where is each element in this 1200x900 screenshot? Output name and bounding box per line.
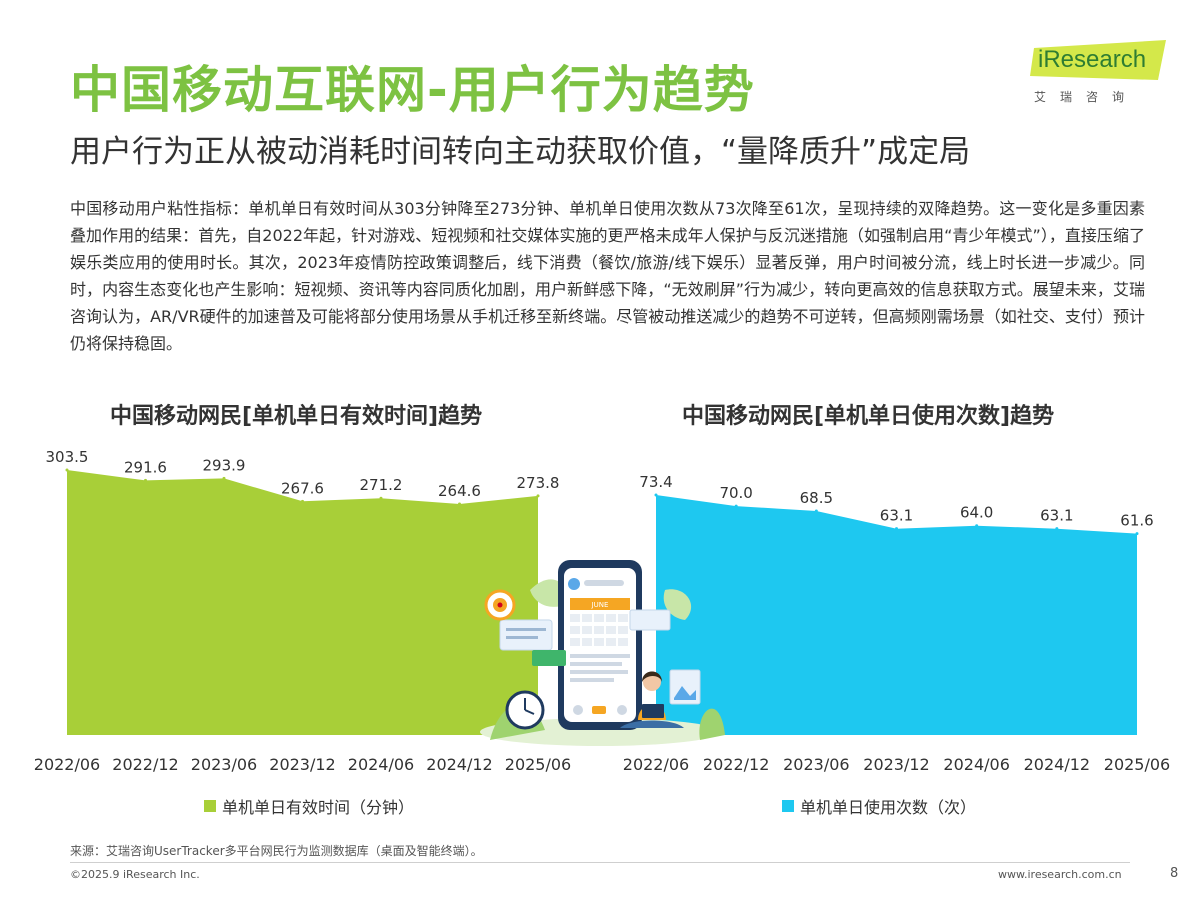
iresearch-logo: iResearch 艾瑞咨询 <box>1030 40 1170 110</box>
left-chart-legend: 单机单日有效时间（分钟） <box>204 794 414 818</box>
logo-banner-shape <box>1030 40 1166 80</box>
right-x-tick-label: 2023/06 <box>783 755 849 774</box>
right-data-label: 68.5 <box>800 489 833 507</box>
left-data-label: 273.8 <box>517 474 560 492</box>
left-data-label: 264.6 <box>438 482 481 500</box>
right-data-label: 61.6 <box>1120 512 1153 530</box>
left-data-point <box>301 499 304 503</box>
right-data-point <box>814 509 818 513</box>
left-chart-title: 中国移动网民[单机单日有效时间]趋势 <box>110 404 483 429</box>
right-chart-title: 中国移动网民[单机单日使用次数]趋势 <box>682 404 1055 429</box>
left-data-label: 267.6 <box>281 479 324 497</box>
page-subtitle: 用户行为正从被动消耗时间转向主动获取价值，“量降质升”成定局 <box>70 134 971 170</box>
legend-swatch-right <box>782 800 794 812</box>
left-data-point <box>144 478 147 482</box>
right-data-point <box>1055 527 1059 531</box>
right-x-tick-label: 2024/12 <box>1024 755 1090 774</box>
logo-subtext: 艾瑞咨询 <box>1034 90 1139 104</box>
legend-label-left: 单机单日有效时间（分钟） <box>222 798 415 817</box>
left-x-tick-label: 2025/06 <box>505 755 571 774</box>
footer-divider <box>70 862 1130 863</box>
right-data-label: 63.1 <box>880 507 913 525</box>
left-x-tick-label: 2023/12 <box>269 755 335 774</box>
left-x-tick-label: 2022/06 <box>34 755 100 774</box>
right-data-label: 70.0 <box>719 484 752 502</box>
left-data-point <box>379 496 383 500</box>
right-x-tick-label: 2022/06 <box>623 755 689 774</box>
left-x-tick-label: 2023/06 <box>191 755 257 774</box>
right-data-label: 73.4 <box>639 473 672 491</box>
right-data-point <box>975 524 979 528</box>
right-chart-legend: 单机单日使用次数（次） <box>782 794 976 818</box>
right-data-point <box>734 504 738 508</box>
right-area-series <box>656 495 1137 735</box>
left-data-point <box>536 494 540 498</box>
right-x-tick-label: 2024/06 <box>943 755 1009 774</box>
right-x-tick-label: 2023/12 <box>863 755 929 774</box>
summary-paragraph: 中国移动用户粘性指标：单机单日有效时间从303分钟降至273分钟、单机单日使用次… <box>70 199 1145 353</box>
left-data-point <box>458 502 461 506</box>
right-data-label: 64.0 <box>960 504 993 522</box>
calendar-month-label: JUNE <box>591 601 609 609</box>
right-x-tick-label: 2025/06 <box>1104 755 1170 774</box>
right-data-point <box>895 527 898 531</box>
left-data-point <box>222 476 226 480</box>
legend-label-right: 单机单日使用次数（次） <box>800 798 977 817</box>
left-x-tick-label: 2024/06 <box>348 755 414 774</box>
logo-text: iResearch <box>1038 46 1147 73</box>
legend-swatch-left <box>204 800 216 812</box>
phone-illustration: JUNE <box>480 560 725 746</box>
right-data-label: 63.1 <box>1040 507 1073 525</box>
right-data-point <box>1135 532 1139 536</box>
right-data-point <box>654 493 658 497</box>
left-x-tick-label: 2024/12 <box>426 755 492 774</box>
left-area-series <box>67 470 538 735</box>
page-number: 8 <box>1170 866 1179 881</box>
left-data-label: 271.2 <box>360 476 403 494</box>
left-data-label: 293.9 <box>203 456 246 474</box>
left-x-tick-label: 2022/12 <box>112 755 178 774</box>
right-x-tick-label: 2022/12 <box>703 755 769 774</box>
copyright-text: ©2025.9 iResearch Inc. <box>70 868 200 881</box>
left-data-label: 291.6 <box>124 458 167 476</box>
left-data-point <box>65 468 69 472</box>
website-link[interactable]: www.iresearch.com.cn <box>998 868 1122 881</box>
source-note: 来源：艾瑞咨询UserTracker多平台网民行为监测数据库（桌面及智能终端）。 <box>70 844 483 858</box>
left-data-label: 303.5 <box>46 448 89 466</box>
page-title: 中国移动互联网-用户行为趋势 <box>70 61 755 119</box>
